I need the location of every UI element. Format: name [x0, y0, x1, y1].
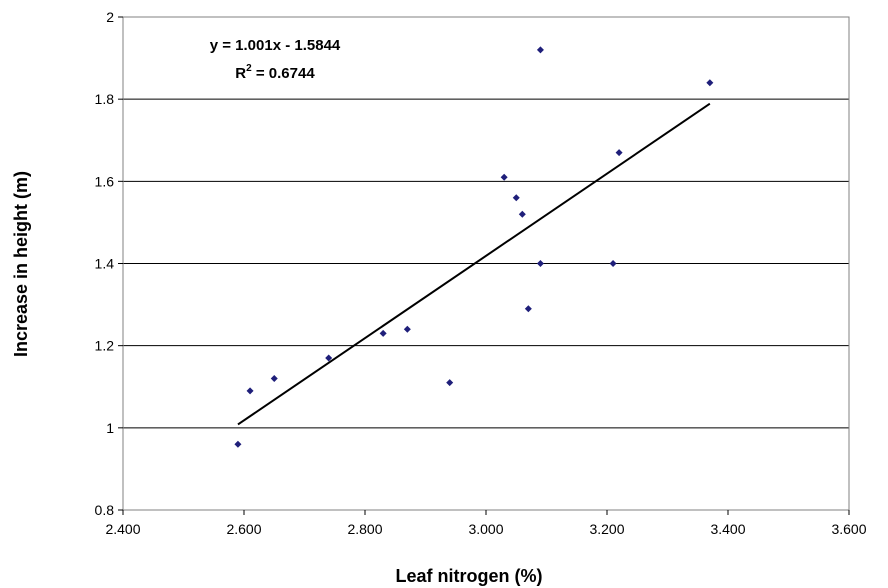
data-point — [246, 387, 254, 395]
r-squared-symbol: R — [235, 65, 246, 82]
y-tick-label: 2 — [106, 9, 114, 25]
data-point — [325, 354, 333, 362]
x-tick-label: 3.400 — [710, 521, 745, 537]
data-point — [524, 305, 532, 313]
x-tick-label: 2.400 — [105, 521, 140, 537]
data-point — [500, 173, 508, 181]
gridlines — [123, 98, 849, 429]
x-axis-title: Leaf nitrogen (%) — [396, 566, 543, 586]
y-tick-label: 1 — [106, 420, 114, 436]
x-tick-label: 3.200 — [589, 521, 624, 537]
y-tick-label: 1.4 — [95, 256, 115, 272]
trendline — [237, 102, 711, 426]
data-points — [234, 46, 714, 448]
data-point — [706, 79, 714, 87]
x-tick-label: 2.800 — [347, 521, 382, 537]
r-squared-label: R2 = 0.6744 — [235, 63, 315, 82]
y-tick-label: 1.8 — [95, 91, 115, 107]
x-tick-label: 3.600 — [831, 521, 866, 537]
trendline-equation: y = 1.001x - 1.5844 — [210, 37, 341, 54]
y-tick-label: 1.6 — [95, 173, 115, 189]
x-tick-label: 2.600 — [226, 521, 261, 537]
data-point — [536, 46, 544, 54]
data-point — [615, 149, 623, 157]
y-tick-label: 0.8 — [95, 502, 115, 518]
data-point — [403, 325, 411, 333]
x-axis-ticks: 2.400 2.600 2.800 3.000 3.200 3.400 3.600 — [105, 510, 867, 537]
y-tick-label: 1.2 — [95, 338, 115, 354]
y-axis-title: Increase in height (m) — [11, 171, 31, 357]
y-axis-ticks: 0.8 1 1.2 1.4 1.6 1.8 2 — [95, 9, 123, 518]
data-point — [609, 260, 617, 267]
r-squared-value: = 0.6744 — [252, 65, 316, 82]
data-point — [234, 440, 242, 448]
data-point — [536, 260, 544, 267]
data-point — [518, 210, 526, 218]
r-squared-superscript: 2 — [246, 63, 252, 74]
data-point — [379, 329, 387, 337]
data-point — [512, 194, 520, 202]
data-point — [446, 379, 454, 387]
data-point — [270, 375, 278, 383]
x-tick-label: 3.000 — [468, 521, 503, 537]
